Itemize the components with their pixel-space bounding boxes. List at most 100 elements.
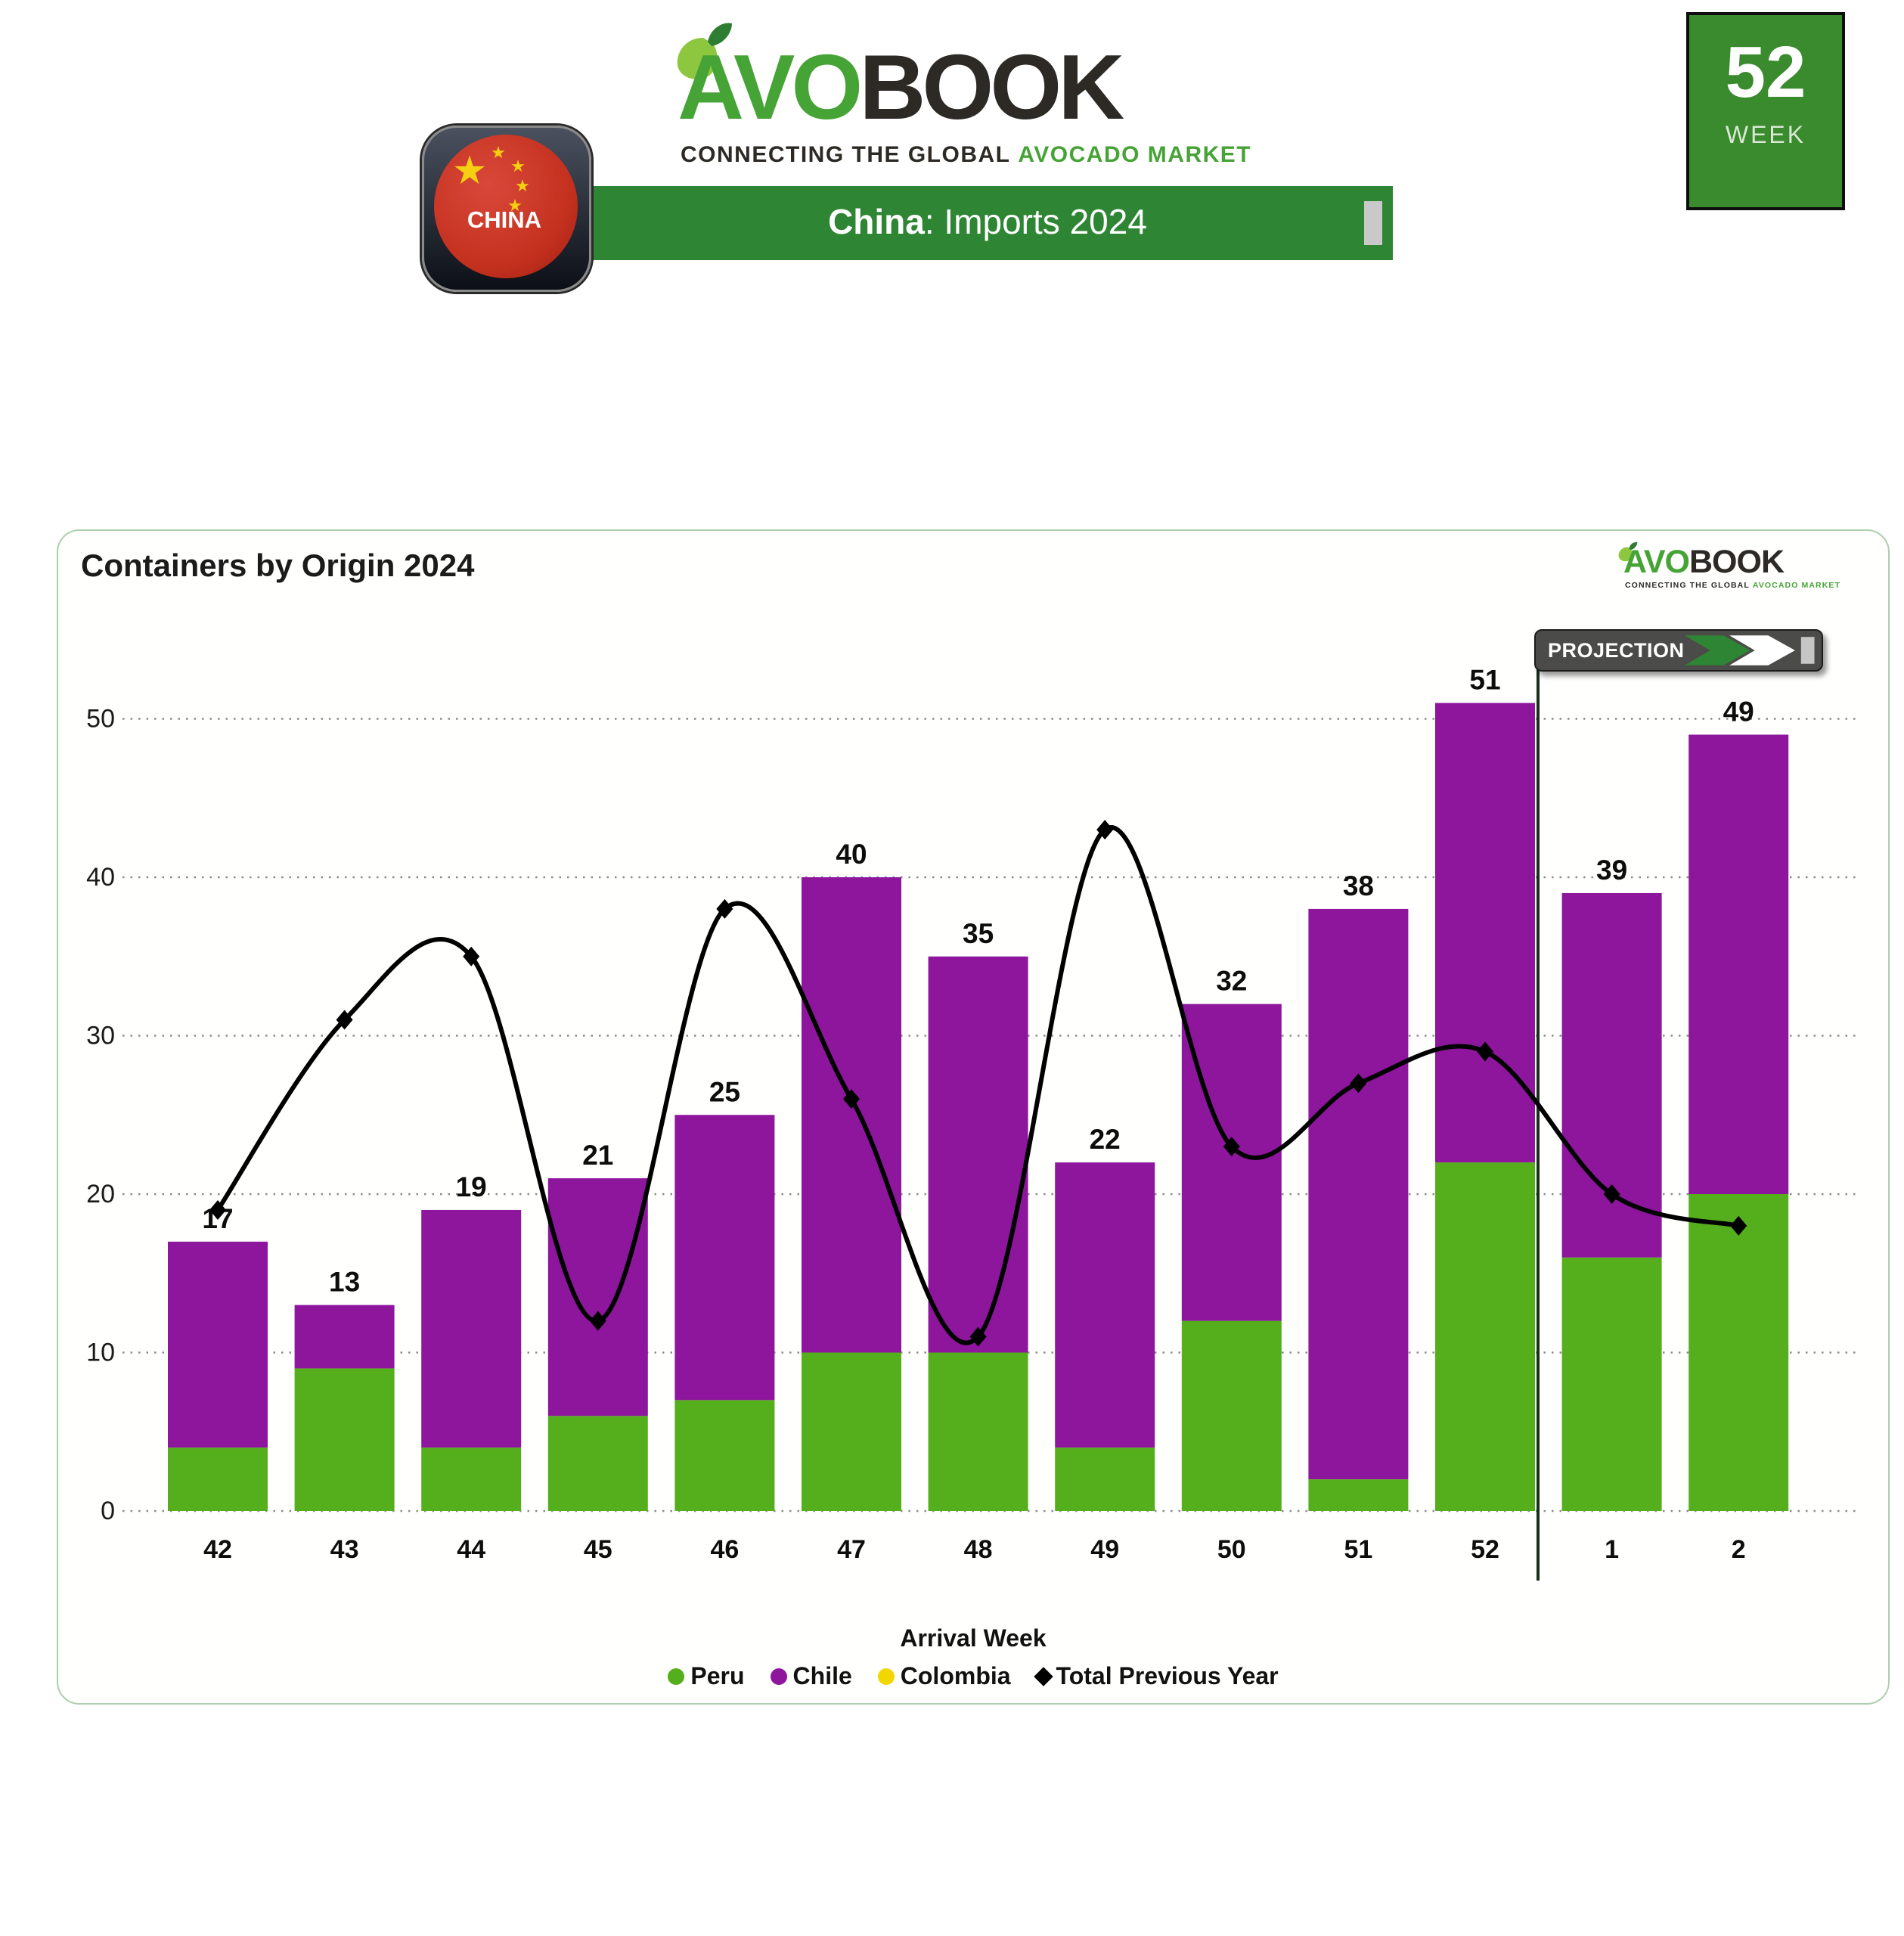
x-tick-label: 45	[584, 1535, 612, 1564]
bar-segment-chile	[1688, 734, 1789, 1194]
chart-card: Containers by Origin 2024 AVOBOOK CONNEC…	[57, 529, 1890, 1705]
line-marker-diamond	[209, 1199, 226, 1220]
bar-segment-peru	[802, 1352, 901, 1511]
legend-dot-icon	[877, 1668, 895, 1685]
legend-dot-icon	[770, 1668, 787, 1685]
bar-segment-chile	[1055, 1162, 1155, 1448]
x-axis-title: Arrival Week	[900, 1624, 1047, 1652]
bar-segment-peru	[1308, 1479, 1409, 1511]
bar-segment-chile	[1435, 703, 1535, 1163]
x-tick-label: 52	[1471, 1535, 1499, 1564]
logo-tagline: CONNECTING THE GLOBAL AVOCADO MARKET	[681, 142, 1251, 168]
y-tick-label: 10	[86, 1339, 115, 1367]
y-tick-label: 30	[86, 1022, 115, 1050]
bar-segment-chile	[1181, 1004, 1282, 1321]
avobook-logo: AVOBOOK CONNECTING THE GLOBAL AVOCADO MA…	[665, 21, 1270, 195]
bar-segment-chile	[674, 1115, 775, 1401]
bar-total-label: 40	[836, 839, 867, 870]
chart-legend: Peru Chile Colombia Total Previous Year	[58, 1662, 1888, 1690]
week-number: 52	[1725, 32, 1806, 113]
x-tick-label: 2	[1732, 1535, 1746, 1564]
week-box: 52 WEEK	[1686, 12, 1845, 210]
legend-dot-icon	[668, 1668, 685, 1685]
line-marker-diamond	[336, 1010, 353, 1030]
flag-star-small: ★	[507, 196, 523, 215]
x-tick-label: 43	[330, 1535, 359, 1564]
bar-segment-chile	[547, 1178, 648, 1416]
avocado-leaf-icon	[1618, 541, 1638, 562]
legend-label: Chile	[792, 1662, 852, 1689]
line-marker-diamond	[1477, 1041, 1493, 1062]
bar-total-label: 49	[1723, 696, 1754, 727]
x-tick-label: 42	[203, 1535, 232, 1564]
x-tick-label: 50	[1217, 1535, 1246, 1564]
logo-wordmark: AVOBOOK	[678, 41, 1124, 133]
x-tick-label: 46	[710, 1535, 739, 1564]
projection-chevrons-icon	[1684, 635, 1815, 666]
china-flag-icon: ★ ★ ★ ★ ★ CHINA	[434, 135, 578, 278]
bar-segment-peru	[294, 1368, 395, 1511]
banner-country: China	[828, 202, 925, 241]
x-tick-label: 44	[457, 1535, 485, 1564]
bar-total-label: 25	[709, 1076, 740, 1107]
line-marker-diamond	[1603, 1184, 1620, 1204]
line-marker-diamond	[1096, 820, 1114, 840]
legend-item-total-previous-year: Total Previous Year	[1033, 1662, 1279, 1690]
x-tick-label: 51	[1344, 1535, 1372, 1564]
y-tick-label: 20	[86, 1180, 115, 1208]
y-tick-label: 0	[101, 1497, 115, 1525]
line-marker-diamond	[1350, 1073, 1367, 1094]
bar-segment-peru	[547, 1416, 648, 1511]
week-label: WEEK	[1725, 121, 1806, 148]
bar-segment-peru	[168, 1447, 268, 1511]
logo-book: BOOK	[859, 36, 1124, 138]
logo-avo: AVO	[1623, 544, 1690, 580]
line-marker-diamond	[1730, 1215, 1747, 1236]
card-avobook-logo: AVOBOOK CONNECTING THE GLOBAL AVOCADO MA…	[1618, 540, 1840, 593]
avocado-leaf-icon	[677, 23, 732, 79]
y-tick-label: 40	[86, 863, 115, 892]
x-tick-label: 48	[964, 1535, 993, 1564]
containers-chart: 0102030405017421343194421452546404735482…	[86, 665, 1858, 1581]
banner-grip	[1364, 201, 1382, 245]
bar-segment-peru	[1688, 1194, 1789, 1511]
flag-star-big: ★	[452, 149, 488, 193]
flag-country-label: CHINA	[467, 206, 541, 233]
china-flag-badge: ★ ★ ★ ★ ★ CHINA	[422, 126, 591, 292]
bar-total-label: 32	[1216, 966, 1247, 997]
tagline-green: AVOCADO MARKET	[1018, 142, 1252, 167]
x-tick-label: 47	[837, 1535, 866, 1564]
bar-segment-chile	[802, 877, 901, 1353]
line-marker-diamond	[589, 1311, 606, 1331]
bar-segment-chile	[168, 1241, 268, 1448]
x-tick-label: 49	[1090, 1535, 1119, 1564]
bar-total-label: 35	[963, 918, 994, 949]
previous-year-line	[216, 825, 1739, 1345]
line-marker-diamond	[843, 1089, 860, 1109]
banner-rest: : Imports 2024	[924, 202, 1147, 241]
bar-total-label: 38	[1343, 870, 1374, 901]
tagline-dark: CONNECTING THE GLOBAL	[1625, 581, 1750, 590]
bar-total-label: 19	[456, 1171, 487, 1202]
tagline-green: AVOCADO MARKET	[1752, 581, 1841, 590]
bar-total-label: 21	[582, 1140, 613, 1171]
x-tick-label: 1	[1605, 1535, 1619, 1564]
projection-label: PROJECTION	[1548, 638, 1685, 662]
bar-segment-peru	[674, 1400, 775, 1511]
line-marker-diamond	[716, 898, 733, 919]
line-marker-diamond	[463, 946, 480, 966]
projection-badge: PROJECTION	[1534, 629, 1823, 672]
bar-segment-peru	[421, 1447, 522, 1511]
line-marker-diamond	[1223, 1137, 1240, 1157]
bar-segment-peru	[1181, 1320, 1282, 1511]
y-tick-label: 50	[86, 705, 115, 734]
bar-segment-peru	[1561, 1257, 1662, 1511]
bar-segment-peru	[928, 1352, 1028, 1511]
logo-book: BOOK	[1689, 544, 1785, 580]
legend-item-peru: Peru	[668, 1662, 745, 1690]
banner-title: China: Imports 2024	[582, 201, 1393, 242]
bar-segment-chile	[1308, 908, 1409, 1480]
bar-segment-chile	[421, 1209, 522, 1448]
legend-item-colombia: Colombia	[877, 1662, 1011, 1690]
flag-star-small: ★	[510, 157, 526, 175]
